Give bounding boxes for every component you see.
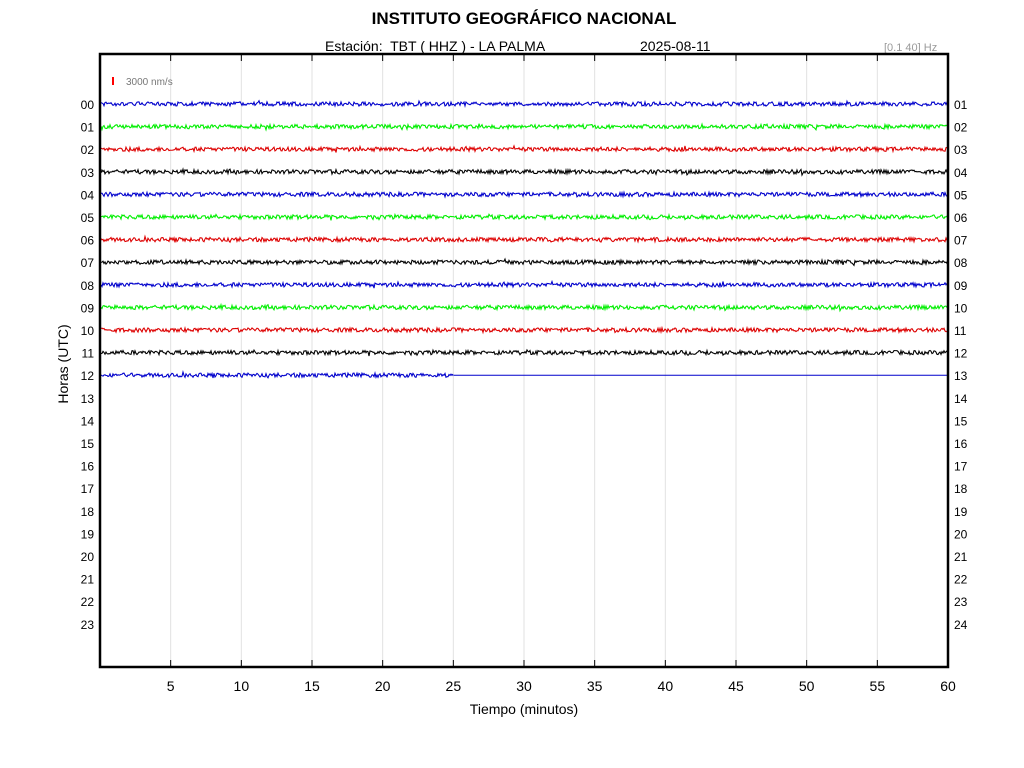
hour-label-right: 09 <box>954 279 968 293</box>
hour-label-left: 13 <box>81 392 95 406</box>
hour-label-left: 06 <box>81 234 95 248</box>
hour-label-right: 19 <box>954 505 968 519</box>
station-label: Estación: TBT ( HHZ ) - LA PALMA <box>325 38 546 54</box>
hour-label-left: 05 <box>81 211 95 225</box>
x-tick-label: 30 <box>516 678 532 694</box>
hour-label-left: 22 <box>81 595 95 609</box>
hour-label-right: 13 <box>954 369 968 383</box>
x-tick-label: 40 <box>658 678 674 694</box>
hour-label-right: 03 <box>954 143 968 157</box>
x-tick-label: 55 <box>870 678 886 694</box>
hour-label-right: 02 <box>954 121 968 135</box>
hour-label-left: 17 <box>81 482 95 496</box>
traces <box>100 99 949 380</box>
date-label: 2025-08-11 <box>640 38 711 54</box>
hour-label-right: 15 <box>954 414 968 428</box>
hour-label-left: 12 <box>81 369 95 383</box>
axis-labels: 5 10 15 20 25 30 35 40 45 50 55 60 Tiempo (minutos) H… <box>55 77 968 717</box>
x-tick-label: 15 <box>304 678 320 694</box>
x-tick-label: 10 <box>234 678 250 694</box>
amplitude-scale-label: 3000 nm/s <box>126 77 173 88</box>
hour-label-left: 20 <box>81 550 95 564</box>
hour-label-left: 18 <box>81 505 95 519</box>
x-tick-label: 25 <box>446 678 462 694</box>
hour-label-left: 00 <box>81 98 95 112</box>
y-axis-label: Horas (UTC) <box>55 324 71 403</box>
hour-label-left: 03 <box>81 166 95 180</box>
x-axis-label: Tiempo (minutos) <box>470 701 578 717</box>
hour-label-right: 18 <box>954 482 968 496</box>
hour-label-left: 11 <box>82 347 95 361</box>
hour-label-right: 07 <box>954 234 968 248</box>
hour-label-right: 21 <box>954 550 968 564</box>
x-tick-label: 20 <box>375 678 391 694</box>
x-axis-ticks <box>170 54 949 667</box>
hour-label-right: 01 <box>954 98 968 112</box>
hour-label-right: 24 <box>954 618 968 632</box>
hour-label-right: 12 <box>954 347 968 361</box>
trace-hour-10 <box>100 325 949 335</box>
hour-label-left: 04 <box>81 188 95 202</box>
hour-label-right: 08 <box>954 256 968 270</box>
hour-label-right: 23 <box>954 595 968 609</box>
hour-label-left: 02 <box>81 143 95 157</box>
hour-label-right: 20 <box>954 527 968 541</box>
vertical-grid <box>170 54 878 667</box>
trace-hour-06 <box>100 234 949 244</box>
hour-label-left: 08 <box>81 279 95 293</box>
hour-label-right: 06 <box>954 211 968 225</box>
hour-label-right: 14 <box>954 392 968 406</box>
hour-label-left: 16 <box>81 460 95 474</box>
hour-label-left: 14 <box>81 414 95 428</box>
trace-hour-00 <box>100 99 949 109</box>
x-tick-label: 35 <box>587 678 603 694</box>
hour-label-left: 21 <box>81 573 95 587</box>
hour-label-left: 15 <box>81 437 95 451</box>
hour-label-left: 19 <box>81 527 95 541</box>
chart-title: INSTITUTO GEOGRÁFICO NACIONAL <box>371 9 677 28</box>
hour-label-right: 11 <box>954 324 967 338</box>
x-tick-label: 60 <box>940 678 956 694</box>
trace-hour-01 <box>100 122 949 132</box>
hour-label-right: 10 <box>954 301 968 315</box>
frequency-band-label: [0.1 40] Hz <box>884 42 938 54</box>
hour-label-left: 10 <box>81 324 95 338</box>
hour-label-right: 04 <box>954 166 968 180</box>
trace-hour-04 <box>100 190 949 199</box>
hour-label-right: 22 <box>954 573 968 587</box>
trace-hour-12 <box>100 369 454 380</box>
x-tick-label: 45 <box>728 678 744 694</box>
hour-label-right: 17 <box>954 460 968 474</box>
trace-hour-07 <box>100 257 949 267</box>
trace-hour-08 <box>100 279 949 289</box>
trace-hour-09 <box>100 302 949 313</box>
hour-label-left: 09 <box>81 301 95 315</box>
hour-label-left: 07 <box>81 256 95 270</box>
trace-hour-02 <box>100 144 949 154</box>
hour-label-right: 05 <box>954 188 968 202</box>
x-tick-label: 50 <box>799 678 815 694</box>
trace-hour-05 <box>100 212 949 222</box>
hour-label-left: 23 <box>81 618 95 632</box>
hour-label-right: 16 <box>954 437 968 451</box>
trace-hour-03 <box>100 167 949 177</box>
hour-label-left: 01 <box>81 121 95 135</box>
x-tick-label: 5 <box>167 678 175 694</box>
trace-hour-11 <box>100 348 949 357</box>
